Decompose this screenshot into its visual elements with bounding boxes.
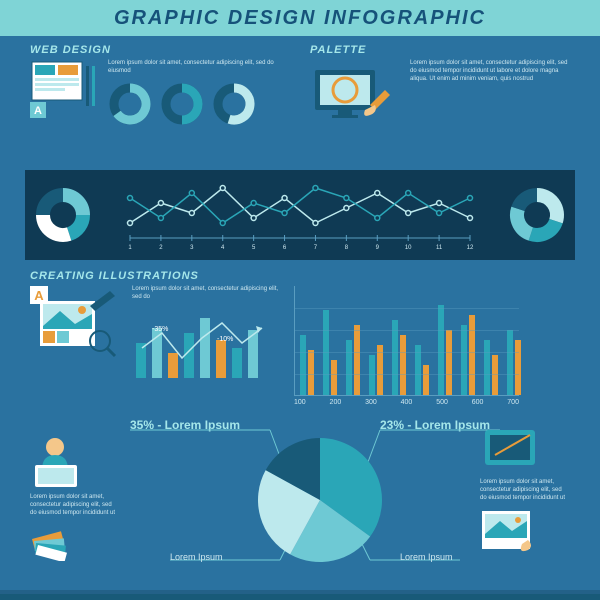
small-bar xyxy=(232,348,242,378)
donut-small xyxy=(108,82,152,126)
pie-label-tl: 35% - Lorem Ipsum xyxy=(130,418,240,432)
section-palette: PALETTE Lorem ipsum dolor sit amet, cons… xyxy=(310,44,570,130)
annotation-1: -35% xyxy=(152,326,168,333)
svg-text:11: 11 xyxy=(436,245,443,250)
pie-chart xyxy=(255,435,385,565)
pie-label-br: Lorem Ipsum xyxy=(400,552,453,562)
annotation-2: -10% xyxy=(217,336,233,343)
photo-icon xyxy=(480,506,535,556)
svg-text:A: A xyxy=(34,105,42,117)
section-label-illustrations: CREATING ILLUSTRATIONS xyxy=(30,270,570,282)
stats-band: 123456789101112 xyxy=(25,170,575,260)
band-donut-right xyxy=(507,185,567,245)
section-pie: 35% - Lorem Ipsum 23% - Lorem Ipsum Lore… xyxy=(30,410,570,580)
donut-small xyxy=(160,82,204,126)
small-bar xyxy=(184,333,194,378)
svg-text:12: 12 xyxy=(467,245,474,250)
small-bar xyxy=(168,353,178,378)
svg-text:A: A xyxy=(34,288,44,303)
small-bar xyxy=(200,318,210,378)
page-root: GRAPHIC DESIGN INFOGRAPHIC WEB DESIGN A … xyxy=(0,0,600,600)
small-bar-chart xyxy=(132,308,272,378)
pie-label-bl: Lorem Ipsum xyxy=(170,552,223,562)
designer-lorem: Lorem ipsum dolor sit amet, consectetur … xyxy=(30,494,120,517)
palette-lorem: Lorem ipsum dolor sit amet, consectetur … xyxy=(410,60,570,83)
designer-icon xyxy=(30,435,90,490)
svg-text:4: 4 xyxy=(221,245,225,250)
line-chart: 123456789101112 xyxy=(103,180,497,250)
small-bar xyxy=(136,343,146,378)
svg-text:6: 6 xyxy=(283,245,287,250)
svg-text:9: 9 xyxy=(376,245,380,250)
webdesign-lorem: Lorem ipsum dolor sit amet, consectetur … xyxy=(108,60,290,76)
illus-lorem: Lorem ipsum dolor sit amet, consectetur … xyxy=(132,286,282,302)
svg-text:8: 8 xyxy=(345,245,349,250)
section-webdesign: WEB DESIGN A Lorem ipsum dolor sit amet,… xyxy=(30,44,290,126)
svg-text:5: 5 xyxy=(252,245,256,250)
section-label-palette: PALETTE xyxy=(310,44,570,56)
svg-text:1: 1 xyxy=(128,245,132,250)
webdesign-donuts xyxy=(108,82,290,126)
illustration-icon: A xyxy=(30,286,120,366)
tablet-icon xyxy=(480,425,540,475)
palette-icon xyxy=(310,60,400,130)
bottom-left-icons: Lorem ipsum dolor sit amet, consectetur … xyxy=(30,435,120,561)
big-bars-xaxis: 100200300400500600700 xyxy=(294,399,519,406)
svg-text:7: 7 xyxy=(314,245,318,250)
donut-small xyxy=(212,82,256,126)
bottom-right-icons: Lorem ipsum dolor sit amet, consectetur … xyxy=(480,425,570,556)
webdesign-icon: A xyxy=(30,60,100,120)
small-bar xyxy=(152,328,162,378)
band-donut-left xyxy=(33,185,93,245)
swatch-icon xyxy=(30,521,80,561)
svg-text:2: 2 xyxy=(159,245,163,250)
pie-label-tr: 23% - Lorem Ipsum xyxy=(380,418,490,432)
big-bar-chart xyxy=(294,286,519,396)
small-bar xyxy=(248,330,258,378)
small-bar xyxy=(216,340,226,378)
section-illustrations: CREATING ILLUSTRATIONS A Lorem ipsum dol… xyxy=(30,270,570,396)
footer-bar xyxy=(0,594,600,600)
page-title: GRAPHIC DESIGN INFOGRAPHIC xyxy=(114,7,486,30)
title-banner: GRAPHIC DESIGN INFOGRAPHIC xyxy=(0,0,600,36)
section-label-webdesign: WEB DESIGN xyxy=(30,44,290,56)
svg-text:3: 3 xyxy=(190,245,194,250)
tablet-lorem: Lorem ipsum dolor sit amet, consectetur … xyxy=(480,479,570,502)
svg-text:10: 10 xyxy=(405,245,412,250)
